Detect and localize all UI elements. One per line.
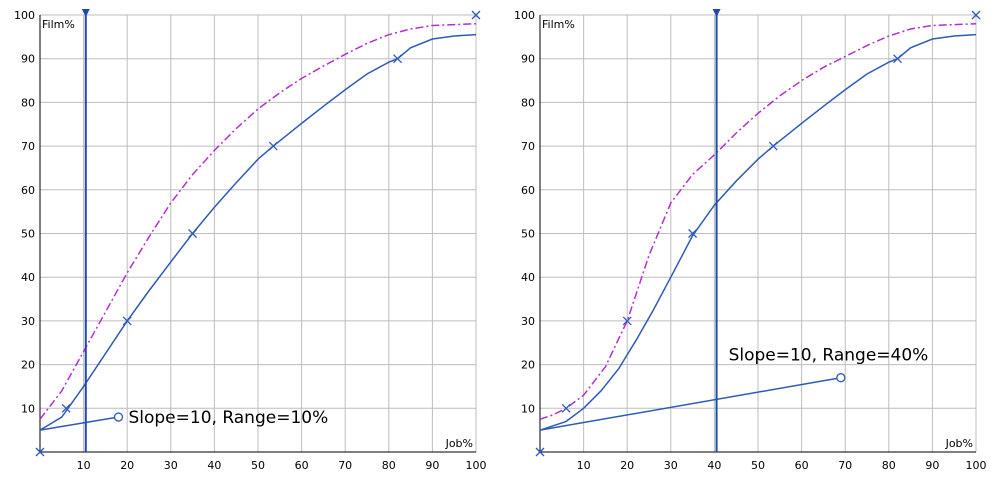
series-dashdot-curve — [39, 22, 477, 420]
range-marker-triangle — [81, 9, 90, 17]
x-tick-label: 40 — [707, 459, 721, 472]
y-tick-label: 10 — [521, 402, 535, 415]
y-tick-label: 10 — [21, 402, 35, 415]
x-tick-label: 10 — [77, 459, 91, 472]
y-tick-label: 80 — [521, 96, 535, 109]
x-tick-label: 10 — [577, 459, 591, 472]
x-marker-stroke — [622, 316, 632, 326]
x-marker — [188, 229, 198, 238]
chart-svg-right: 10 20 30 40 50 60 70 80 90 100 10 20 30 40 50 60 70 80 90 1… — [514, 9, 987, 472]
y-tick-label: 70 — [21, 140, 35, 153]
x-marker — [768, 141, 778, 151]
x-tick-label: 70 — [338, 459, 352, 472]
y-tick-label: 90 — [21, 53, 35, 66]
y-tick-label: 80 — [21, 96, 35, 109]
y-tick-label: 20 — [521, 359, 535, 372]
y-tick-label: 40 — [521, 271, 535, 284]
x-marker-stroke — [188, 229, 198, 238]
x-axis-label: Job% — [445, 437, 473, 450]
y-tick-label: 90 — [521, 53, 535, 66]
x-tick-label: 90 — [925, 459, 939, 472]
y-tick-label: 40 — [21, 271, 35, 284]
y-tick-label: 30 — [521, 315, 535, 328]
x-marker-stroke — [122, 316, 132, 326]
range-marker-triangle — [712, 9, 721, 17]
x-tick-label: 100 — [966, 459, 987, 472]
x-marker — [268, 141, 278, 151]
x-tick-label: 60 — [795, 459, 809, 472]
x-marker-stroke — [561, 403, 571, 413]
x-tick-label: 100 — [466, 459, 487, 472]
series-dashdot-curve — [539, 22, 977, 420]
x-marker — [688, 229, 698, 238]
series-slope-line — [39, 416, 119, 431]
x-marker-stroke — [268, 141, 278, 151]
x-marker-stroke — [393, 54, 402, 64]
x-marker — [893, 54, 902, 64]
x-tick-label: 20 — [120, 459, 134, 472]
x-tick-label: 50 — [751, 459, 765, 472]
x-tick-label: 70 — [838, 459, 852, 472]
series-solid-curve — [39, 33, 477, 431]
y-tick-label: 50 — [521, 228, 535, 241]
x-marker-stroke — [688, 229, 698, 238]
x-tick-label: 30 — [664, 459, 678, 472]
x-tick-label: 90 — [425, 459, 439, 472]
y-tick-label: 100 — [14, 9, 35, 22]
x-marker — [393, 54, 402, 64]
x-marker — [122, 316, 132, 326]
slope-range-annotation: Slope=10, Range=10% — [128, 408, 328, 428]
x-tick-label: 80 — [882, 459, 896, 472]
x-tick-label: 80 — [382, 459, 396, 472]
y-tick-label: 50 — [21, 228, 35, 241]
x-tick-label: 30 — [164, 459, 178, 472]
chart-panel-left: 10 20 30 40 50 60 70 80 90 100 10 20 30 40 50 60 70 80 90 1… — [0, 0, 497, 477]
slope-endpoint-circle — [836, 373, 846, 383]
origin-marker-stroke — [35, 447, 45, 457]
y-tick-label: 70 — [521, 140, 535, 153]
origin-marker-stroke — [535, 447, 545, 457]
series-slope-line — [539, 376, 841, 431]
origin-marker — [35, 447, 45, 457]
x-marker-stroke — [471, 10, 481, 20]
y-axis-label: Film% — [542, 18, 575, 31]
x-tick-label: 60 — [295, 459, 309, 472]
origin-marker — [535, 447, 545, 457]
x-marker-stroke — [893, 54, 902, 64]
x-marker-stroke — [971, 10, 981, 20]
x-tick-label: 40 — [207, 459, 221, 472]
x-marker-stroke — [61, 403, 71, 413]
chart-svg-left: 10 20 30 40 50 60 70 80 90 100 10 20 30 40 50 60 70 80 90 1… — [14, 9, 487, 472]
y-tick-label: 30 — [21, 315, 35, 328]
slope-endpoint-circle — [113, 412, 124, 422]
y-tick-label: 60 — [21, 184, 35, 197]
x-tick-label: 20 — [620, 459, 634, 472]
x-marker-stroke — [768, 141, 778, 151]
x-tick-label: 50 — [251, 459, 265, 472]
x-marker — [622, 316, 632, 326]
y-axis-label: Film% — [42, 18, 75, 31]
x-marker — [971, 10, 981, 20]
x-marker — [61, 403, 71, 413]
slope-range-annotation: Slope=10, Range=40% — [729, 346, 929, 366]
chart-panel-right: 10 20 30 40 50 60 70 80 90 100 10 20 30 40 50 60 70 80 90 1… — [500, 0, 995, 477]
x-marker — [561, 403, 571, 413]
y-tick-label: 100 — [514, 9, 535, 22]
x-axis-label: Job% — [945, 437, 973, 450]
x-marker — [471, 10, 481, 20]
y-tick-label: 60 — [521, 184, 535, 197]
y-tick-label: 20 — [21, 359, 35, 372]
